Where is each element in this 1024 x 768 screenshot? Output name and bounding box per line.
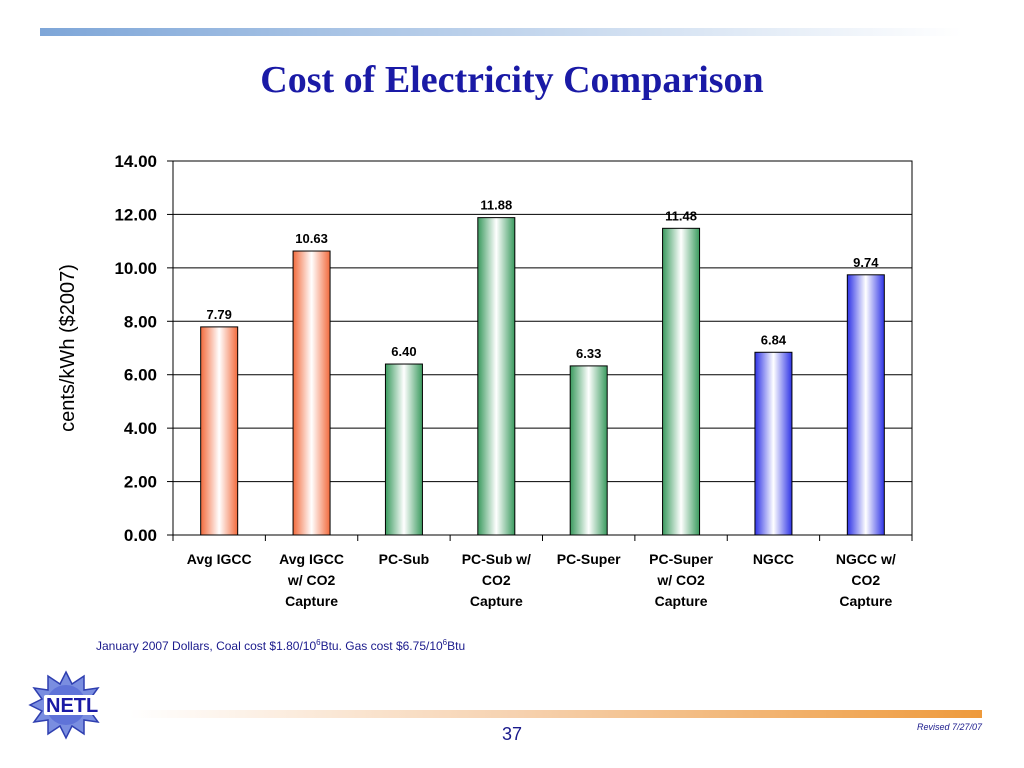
page-number: 37 — [501, 724, 523, 744]
footnote-text-b: Btu. Gas cost $6.75/10 — [320, 639, 443, 653]
x-category-label: Avg IGCC — [187, 551, 252, 567]
bar-value-label: 7.79 — [207, 307, 232, 322]
y-tick-label: 8.00 — [124, 312, 157, 331]
x-category-label: Capture — [839, 593, 892, 609]
y-tick-label: 4.00 — [124, 419, 157, 438]
y-tick-label: 2.00 — [124, 473, 157, 492]
bar-value-label: 11.88 — [480, 198, 512, 213]
bar — [754, 351, 793, 536]
x-category-label: Avg IGCC — [279, 551, 344, 567]
x-category-label: CO2 — [482, 572, 511, 588]
y-tick-label: 14.00 — [114, 152, 157, 171]
bar — [384, 363, 423, 536]
footnote-sup-2: 6 — [442, 638, 448, 647]
bar — [200, 326, 239, 536]
y-axis-label: cents/kWh ($2007) — [57, 264, 79, 432]
x-category-label: NGCC w/ — [836, 551, 896, 567]
footnote-text-c: Btu — [447, 639, 466, 653]
x-category-label: PC-Sub w/ — [462, 551, 531, 567]
x-category-label: Capture — [655, 593, 708, 609]
logo-text: NETL — [46, 695, 98, 717]
bar-value-label: 10.63 — [295, 231, 328, 246]
x-category-label: w/ CO2 — [287, 572, 336, 588]
bar-value-label: 6.40 — [391, 344, 416, 359]
bar — [292, 250, 331, 536]
bar-value-label: 11.48 — [665, 208, 697, 223]
y-tick-label: 0.00 — [124, 526, 157, 545]
y-tick-label: 12.00 — [114, 205, 157, 224]
bar-value-label: 6.33 — [576, 346, 601, 361]
x-category-label: PC-Super — [649, 551, 713, 567]
x-category-label: Capture — [285, 593, 338, 609]
bar-chart: 0.00 2.00 4.00 6.00 8.00 10.00 12.00 14.00 cents… — [57, 152, 913, 609]
x-category-label: w/ CO2 — [656, 572, 705, 588]
footnote-sup-1: 6 — [316, 638, 321, 647]
revised-date: Revised 7/27/07 — [916, 722, 982, 732]
y-tick-label: 10.00 — [114, 259, 157, 278]
bar — [846, 274, 885, 536]
top-decorative-bar — [40, 28, 962, 36]
x-category-label: NGCC — [753, 551, 794, 567]
bar — [569, 365, 608, 536]
slide-title: Cost of Electricity Comparison — [260, 59, 764, 101]
footnote: January 2007 Dollars, Coal cost $1.80/10… — [96, 638, 465, 653]
bar-value-label: 9.74 — [853, 255, 879, 270]
footnote-text-a: January 2007 Dollars, Coal cost $1.80/10 — [96, 639, 317, 653]
y-tick-label: 6.00 — [124, 366, 157, 385]
x-category-label: PC-Super — [557, 551, 621, 567]
bar — [477, 217, 516, 536]
x-category-label: CO2 — [851, 572, 880, 588]
plot-area — [172, 160, 913, 536]
netl-logo: NETL — [28, 670, 130, 740]
x-category-label: Capture — [470, 593, 523, 609]
bar — [662, 227, 701, 536]
x-category-label: PC-Sub — [379, 551, 430, 567]
bottom-decorative-bar — [130, 710, 982, 718]
bar-value-label: 6.84 — [761, 332, 787, 347]
